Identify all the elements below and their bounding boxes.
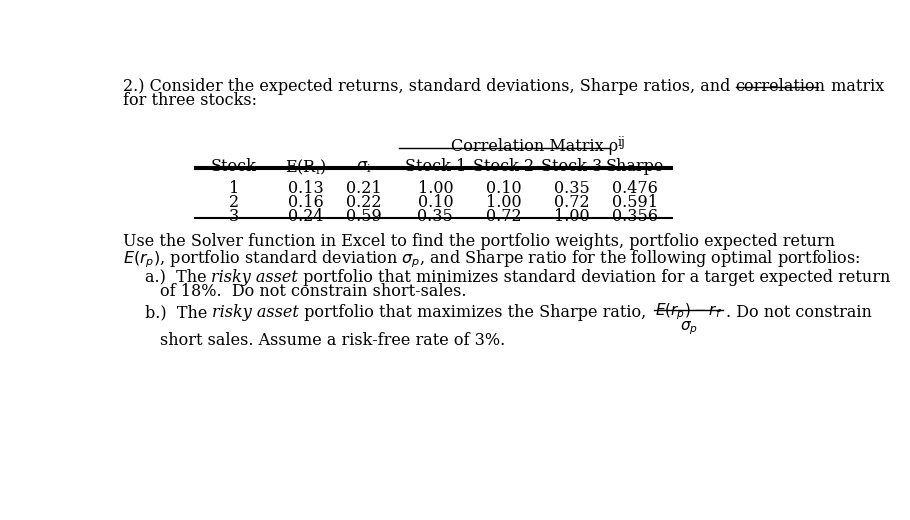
- Text: b.)  The: b.) The: [145, 304, 212, 321]
- Text: 3: 3: [228, 208, 239, 225]
- Text: correlation: correlation: [735, 78, 825, 95]
- Text: 0.35: 0.35: [554, 180, 590, 197]
- Text: short sales. Assume a risk-free rate of 3%.: short sales. Assume a risk-free rate of …: [160, 332, 505, 349]
- Text: risky asset: risky asset: [211, 269, 298, 286]
- Text: of 18%.  Do not constrain short-sales.: of 18%. Do not constrain short-sales.: [160, 283, 467, 301]
- Text: 0.13: 0.13: [288, 180, 324, 197]
- Text: Stock: Stock: [211, 158, 257, 175]
- Text: 0.591: 0.591: [612, 194, 658, 211]
- Text: portfolio that minimizes standard deviation for a target expected return: portfolio that minimizes standard deviat…: [298, 269, 891, 286]
- Text: 0.21: 0.21: [347, 180, 382, 197]
- Text: matrix: matrix: [825, 78, 884, 95]
- Text: 0.10: 0.10: [486, 180, 521, 197]
- Text: risky asset: risky asset: [212, 304, 299, 321]
- Text: E(R$_\mathregular{i}$): E(R$_\mathregular{i}$): [286, 158, 327, 177]
- Text: 2.) Consider the expected returns, standard deviations, Sharpe ratios, and: 2.) Consider the expected returns, stand…: [123, 78, 735, 95]
- Text: 0.72: 0.72: [486, 208, 521, 225]
- Text: for three stocks:: for three stocks:: [123, 93, 257, 109]
- Text: 0.356: 0.356: [612, 208, 658, 225]
- Text: . Do not constrain: . Do not constrain: [726, 304, 872, 321]
- Text: 2: 2: [228, 194, 239, 211]
- Text: 1.00: 1.00: [418, 180, 453, 197]
- Text: $\sigma$$_\mathregular{i}$: $\sigma$$_\mathregular{i}$: [356, 158, 372, 175]
- Text: Correlation Matrix ρ: Correlation Matrix ρ: [450, 138, 618, 155]
- Text: 0.59: 0.59: [346, 208, 382, 225]
- Text: Stock 1: Stock 1: [405, 158, 466, 175]
- Text: 1: 1: [228, 180, 239, 197]
- Text: 0.24: 0.24: [288, 208, 324, 225]
- Text: 1.00: 1.00: [486, 194, 521, 211]
- Text: Sharpe: Sharpe: [605, 158, 663, 175]
- Text: $E(r_p)$, portfolio standard deviation $\sigma_p$, and Sharpe ratio for the foll: $E(r_p)$, portfolio standard deviation $…: [123, 248, 861, 269]
- Text: $E(r_p)-r_f$: $E(r_p)-r_f$: [655, 301, 723, 322]
- Text: 0.10: 0.10: [418, 194, 453, 211]
- Text: Stock 3: Stock 3: [541, 158, 602, 175]
- Text: 0.476: 0.476: [612, 180, 658, 197]
- Text: 0.22: 0.22: [347, 194, 382, 211]
- Text: a.)  The: a.) The: [145, 269, 211, 286]
- Text: 0.16: 0.16: [288, 194, 324, 211]
- Text: Stock 2: Stock 2: [473, 158, 534, 175]
- Text: 0.72: 0.72: [554, 194, 590, 211]
- Text: 1.00: 1.00: [554, 208, 590, 225]
- Text: Use the Solver function in Excel to find the portfolio weights, portfolio expect: Use the Solver function in Excel to find…: [123, 233, 835, 250]
- Text: ij: ij: [618, 136, 626, 149]
- Text: portfolio that maximizes the Sharpe ratio,: portfolio that maximizes the Sharpe rati…: [299, 304, 652, 321]
- Text: $\sigma_p$: $\sigma_p$: [680, 320, 698, 337]
- Text: 0.35: 0.35: [418, 208, 453, 225]
